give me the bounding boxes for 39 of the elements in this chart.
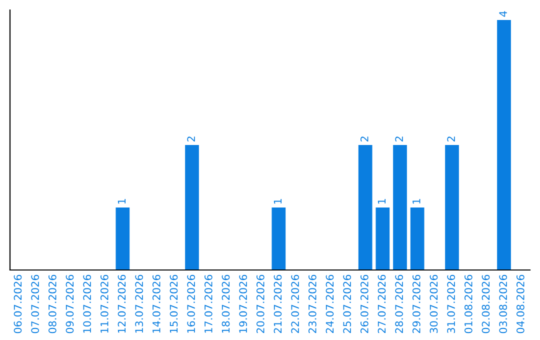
data-label: 2 [187, 136, 195, 142]
x-tick-label: 23.07.2026 [308, 274, 316, 334]
data-label: 1 [118, 199, 126, 204]
x-tick-label: 29.07.2026 [412, 274, 420, 334]
x-tick-label: 11.07.2026 [100, 274, 108, 333]
x-tick-label: 10.07.2026 [83, 274, 92, 333]
x-tick-label: 06.07.2026 [14, 274, 22, 334]
x-tick-label: 04.08.2026 [516, 274, 524, 334]
x-tick-label: 18.07.2026 [222, 274, 230, 333]
x-tick-label: 09.07.2026 [66, 274, 74, 334]
x-tick-label: 31.07.2026 [447, 274, 456, 334]
x-tick-label: 25.07.2026 [343, 274, 352, 334]
x-tick-label: 30.07.2026 [430, 274, 438, 334]
x-tick-label: 26.07.2026 [360, 274, 368, 334]
x-tick-label: 02.08.2026 [482, 274, 490, 334]
x-tick-label: 21.07.2026 [274, 274, 282, 334]
x-tick-label: 24.07.2026 [326, 274, 334, 334]
x-tick-label: 08.07.2026 [48, 274, 56, 334]
data-label: 1 [378, 199, 386, 204]
x-tick-label: 12.07.2026 [118, 274, 126, 333]
data-label: 1 [274, 199, 282, 204]
x-tick-label: 27.07.2026 [378, 274, 386, 334]
data-label: 2 [360, 136, 368, 142]
x-tick-label: 07.07.2026 [31, 274, 40, 334]
x-tick-label: 13.07.2026 [135, 274, 144, 333]
x-tick-label: 16.07.2026 [187, 274, 196, 333]
data-label: 4 [499, 11, 507, 17]
x-tick-label: 22.07.2026 [291, 274, 300, 334]
x-tick-label: 17.07.2026 [204, 274, 212, 333]
x-tick-label: 01.08.2026 [464, 274, 472, 334]
x-tick-label: 28.07.2026 [395, 274, 404, 334]
data-label: 2 [447, 136, 455, 142]
data-label: 1 [412, 199, 420, 204]
x-tick-label: 19.07.2026 [239, 274, 248, 333]
x-tick-label: 14.07.2026 [152, 274, 160, 333]
x-tick-label: 15.07.2026 [170, 274, 178, 333]
x-tick-label: 20.07.2026 [256, 274, 264, 334]
x-tick-label: 03.08.2026 [499, 274, 508, 334]
data-label: 2 [395, 136, 403, 142]
